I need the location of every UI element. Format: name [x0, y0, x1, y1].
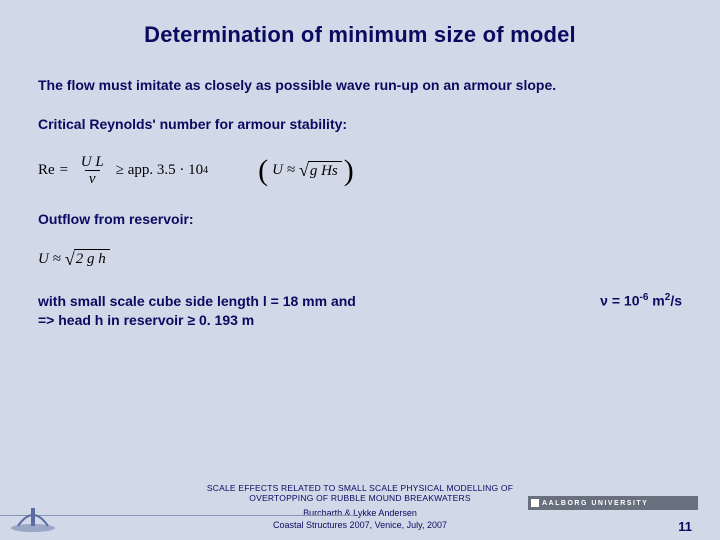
result-text: with small scale cube side length l = 18… [38, 292, 356, 330]
logo-square-icon [531, 499, 539, 507]
result-row: with small scale cube side length l = 18… [38, 292, 682, 330]
slide-footer: SCALE EFFECTS RELATED TO SMALL SCALE PHY… [0, 480, 720, 540]
equation-row-2: U ≈ 2 g h [38, 249, 682, 270]
intro-paragraph: The flow must imitate as closely as poss… [38, 76, 682, 95]
nu-value: ν = 10-6 m2/s [600, 292, 682, 309]
sqrt-2gh: 2 g h [65, 249, 110, 270]
outflow-equation: U ≈ 2 g h [38, 249, 110, 270]
fraction-num: U L [77, 154, 108, 171]
fraction: U L ν [77, 154, 108, 188]
u-lhs: U ≈ [38, 251, 61, 268]
equation-row-1: Re = U L ν ≥ app. 3.5 · 104 ( U ≈ g Hs ) [38, 154, 682, 188]
slide-title: Determination of minimum size of model [38, 22, 682, 48]
re-symbol: Re [38, 162, 55, 179]
sqrt-gHs: g Hs [299, 160, 342, 181]
slide: Determination of minimum size of model T… [0, 0, 720, 540]
outflow-label: Outflow from reservoir: [38, 210, 682, 229]
reynolds-equation: Re = U L ν ≥ app. 3.5 · 104 [38, 154, 208, 188]
institution-icon [8, 494, 58, 534]
page-number: 11 [678, 519, 692, 534]
exp: 4 [203, 165, 208, 176]
logo-text: AALBORG UNIVERSITY [542, 500, 648, 507]
fraction-den: ν [85, 170, 100, 188]
u-approx-lhs: U ≈ [272, 162, 295, 179]
geq-text: ≥ app. 3.5 · 10 [116, 162, 203, 179]
reynolds-label: Critical Reynolds' number for armour sta… [38, 115, 682, 134]
aalborg-logo: AALBORG UNIVERSITY [528, 496, 698, 510]
footer-conference: Coastal Structures 2007, Venice, July, 2… [0, 520, 720, 530]
u-approx-equation: ( U ≈ g Hs ) [258, 159, 354, 183]
